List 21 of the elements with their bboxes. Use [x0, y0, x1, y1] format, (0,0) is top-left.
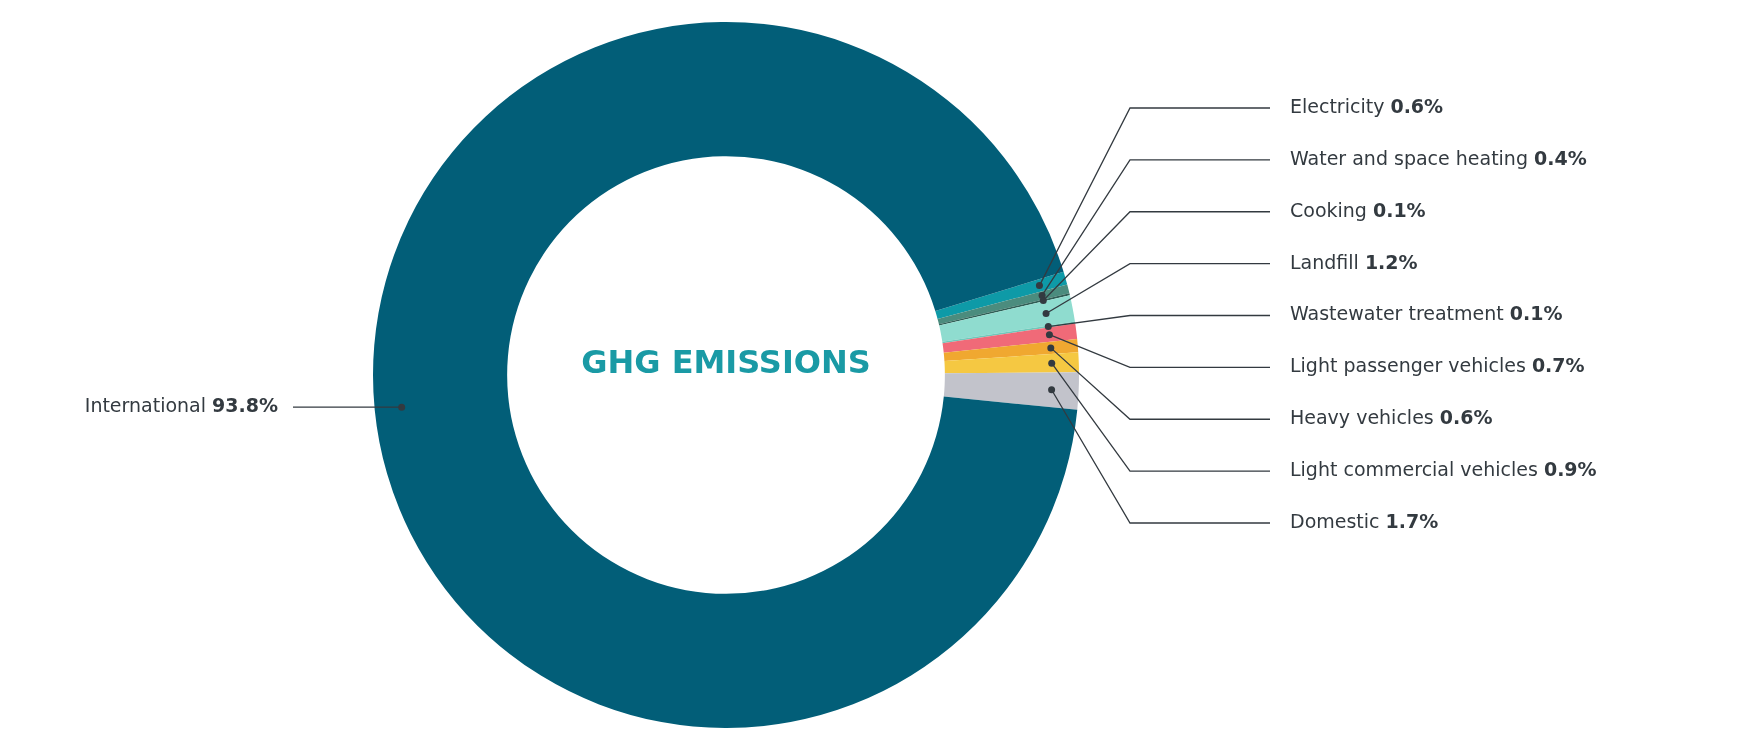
slice-label: Landfill: [1290, 250, 1365, 273]
slice-label: Light passenger vehicles: [1290, 354, 1532, 377]
text: GHG EMISSIONS: [581, 343, 871, 382]
slice-label: Cooking: [1290, 198, 1373, 221]
slice-label: Domestic: [1290, 509, 1386, 532]
data-label: 0.7%: [1531, 354, 1585, 377]
slice-label: Electricity: [1290, 94, 1391, 117]
data-label: 1.2%: [1364, 250, 1418, 273]
data-label: 1.7%: [1385, 509, 1439, 532]
slice-label: Wastewater treatment: [1290, 302, 1510, 325]
slice-label: Heavy vehicles: [1290, 406, 1440, 429]
slice-label: Water and space heating: [1290, 146, 1535, 169]
data-label: 0.1%: [1509, 302, 1563, 325]
data-label: 0.1%: [1372, 198, 1426, 221]
data-label: 0.4%: [1534, 146, 1587, 169]
data-label: 0.9%: [1543, 458, 1597, 481]
slice-label: Light commercial vehicles: [1290, 458, 1544, 481]
data-label: 93.8%: [212, 394, 278, 417]
slice-label: International: [84, 394, 213, 417]
data-label: 0.6%: [1439, 406, 1493, 429]
data-label: 0.6%: [1390, 94, 1444, 117]
